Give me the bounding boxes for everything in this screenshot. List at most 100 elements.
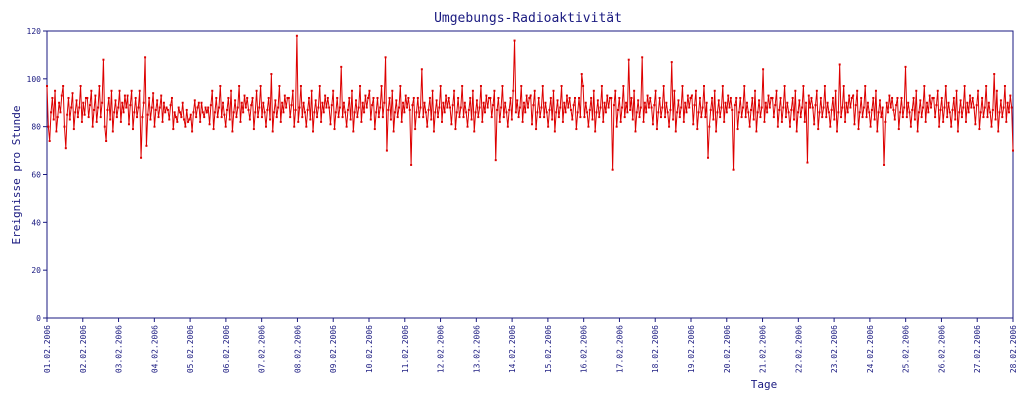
- data-point: [1010, 106, 1013, 109]
- data-point: [230, 89, 233, 92]
- data-point: [287, 96, 290, 99]
- data-point: [473, 130, 476, 133]
- data-point: [979, 111, 982, 114]
- data-point: [638, 116, 641, 119]
- data-point: [193, 99, 196, 102]
- data-point: [583, 116, 586, 119]
- data-point: [387, 108, 390, 111]
- data-point: [426, 125, 429, 128]
- data-point: [145, 144, 148, 147]
- data-point: [254, 111, 257, 114]
- data-point: [604, 111, 607, 114]
- data-point: [414, 128, 417, 131]
- data-point: [707, 156, 710, 159]
- x-tick-label: 28.02.2006: [1009, 325, 1018, 373]
- data-point: [283, 94, 286, 97]
- data-point: [1001, 116, 1004, 119]
- data-point: [67, 96, 70, 99]
- data-point: [500, 106, 503, 109]
- data-point: [454, 128, 457, 131]
- data-point: [165, 106, 168, 109]
- data-point: [801, 106, 804, 109]
- data-point: [481, 120, 484, 123]
- data-point: [603, 101, 606, 104]
- data-point: [700, 116, 703, 119]
- data-point: [211, 89, 214, 92]
- data-point: [260, 116, 263, 119]
- data-point: [825, 116, 828, 119]
- data-point: [740, 116, 743, 119]
- data-point: [827, 111, 830, 114]
- data-point: [602, 120, 605, 123]
- data-point: [512, 89, 515, 92]
- data-point: [811, 106, 814, 109]
- data-point: [587, 125, 590, 128]
- data-point: [388, 96, 391, 99]
- data-point: [212, 128, 215, 131]
- data-point: [84, 96, 87, 99]
- data-point: [751, 96, 754, 99]
- data-point: [943, 106, 946, 109]
- data-point: [786, 101, 789, 104]
- data-point: [916, 130, 919, 133]
- data-point: [493, 89, 496, 92]
- data-point: [295, 34, 298, 37]
- data-point: [619, 120, 622, 123]
- data-point: [720, 106, 723, 109]
- data-point: [334, 111, 337, 114]
- data-point: [350, 89, 353, 92]
- data-point: [982, 116, 985, 119]
- data-point: [424, 111, 427, 114]
- data-point: [318, 85, 321, 88]
- data-point: [576, 111, 579, 114]
- data-point: [893, 118, 896, 121]
- data-point: [415, 111, 418, 114]
- data-point: [458, 116, 461, 119]
- data-point: [756, 111, 759, 114]
- data-point: [196, 106, 199, 109]
- data-point: [436, 116, 439, 119]
- data-point: [985, 85, 988, 88]
- data-point: [549, 96, 552, 99]
- x-tick-label: 23.02.2006: [830, 325, 839, 373]
- data-point: [754, 89, 757, 92]
- data-point: [164, 111, 167, 114]
- data-point: [862, 106, 865, 109]
- data-point: [364, 94, 367, 97]
- y-tick-label: 60: [31, 171, 41, 180]
- data-point: [404, 94, 407, 97]
- data-point: [745, 101, 748, 104]
- data-point: [563, 101, 566, 104]
- data-point: [103, 125, 106, 128]
- data-point: [205, 111, 208, 114]
- x-tick-label: 03.02.2006: [115, 325, 124, 373]
- data-point: [87, 116, 90, 119]
- data-point: [642, 120, 645, 123]
- data-point: [975, 104, 978, 107]
- data-point: [711, 96, 714, 99]
- data-point: [705, 101, 708, 104]
- data-point: [485, 94, 488, 97]
- data-point: [772, 116, 775, 119]
- data-point: [427, 108, 430, 111]
- data-point: [133, 111, 136, 114]
- data-point: [921, 106, 924, 109]
- data-point: [365, 106, 368, 109]
- data-point: [844, 120, 847, 123]
- data-point: [352, 130, 355, 133]
- data-point: [951, 108, 954, 111]
- data-point: [560, 85, 563, 88]
- data-point: [506, 125, 509, 128]
- data-point: [313, 111, 316, 114]
- data-point: [662, 85, 665, 88]
- data-point: [161, 120, 164, 123]
- x-tick-label: 17.02.2006: [615, 325, 624, 373]
- data-point: [633, 89, 636, 92]
- data-point: [885, 101, 888, 104]
- data-point: [688, 106, 691, 109]
- x-tick-label: 14.02.2006: [508, 325, 517, 373]
- x-tick-label: 05.02.2006: [186, 325, 195, 373]
- data-point: [744, 116, 747, 119]
- data-point: [146, 113, 149, 116]
- data-point: [911, 108, 914, 111]
